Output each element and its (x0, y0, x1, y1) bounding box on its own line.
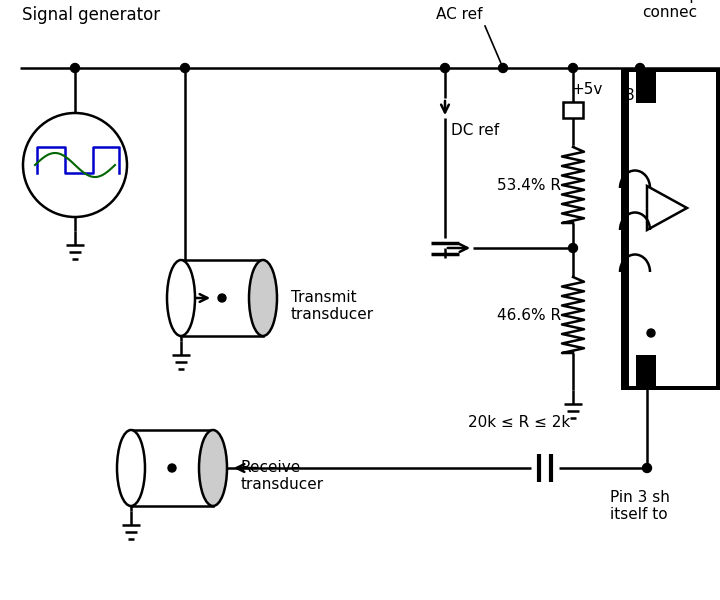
Text: 8: 8 (625, 88, 634, 103)
Bar (629, 72, 716, 386)
Circle shape (218, 294, 226, 302)
Text: 20k ≤ R ≤ 2k: 20k ≤ R ≤ 2k (468, 415, 570, 430)
Bar (181, 260, 263, 336)
Circle shape (498, 64, 508, 73)
Text: Receive
transducer: Receive transducer (241, 460, 324, 493)
Circle shape (441, 64, 449, 73)
Bar (636, 68, 656, 103)
Bar (636, 355, 656, 390)
Bar (131, 430, 213, 506)
Text: 46.6% R: 46.6% R (497, 307, 561, 323)
Text: Pin 3 sh
itself to: Pin 3 sh itself to (610, 490, 670, 523)
Text: 53.4% R: 53.4% R (497, 178, 561, 193)
Circle shape (71, 64, 79, 73)
Circle shape (642, 463, 652, 473)
Text: +5v: +5v (571, 82, 603, 97)
Bar (621, 68, 720, 390)
Text: Transmit
transducer: Transmit transducer (291, 290, 374, 322)
Text: DC ref: DC ref (451, 123, 499, 138)
Ellipse shape (117, 430, 145, 506)
Circle shape (636, 64, 644, 73)
Text: Ref. inp
connec: Ref. inp connec (642, 0, 699, 20)
Text: AC ref: AC ref (436, 7, 482, 22)
Circle shape (647, 329, 655, 337)
Circle shape (168, 464, 176, 472)
Ellipse shape (249, 260, 277, 336)
Text: Signal generator: Signal generator (22, 6, 160, 24)
Circle shape (569, 64, 577, 73)
Circle shape (569, 244, 577, 253)
Circle shape (181, 64, 189, 73)
Ellipse shape (199, 430, 227, 506)
Ellipse shape (167, 260, 195, 336)
Bar (563, 102, 583, 118)
